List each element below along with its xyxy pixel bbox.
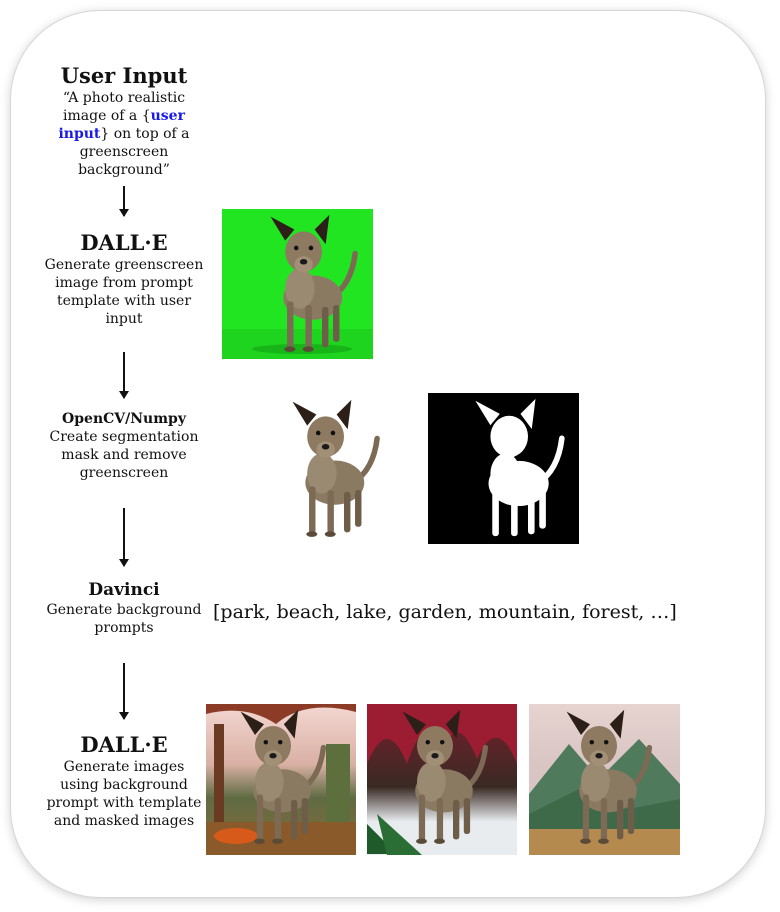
- final-image-plants: [367, 704, 517, 855]
- step-description: Create segmentation mask and remove gree…: [49, 429, 199, 481]
- flow-arrow: [119, 663, 129, 720]
- step-dalle-final: DALL·E Generate images using background …: [44, 732, 204, 830]
- greenscreen-image: [222, 209, 373, 359]
- step-description: Generate background prompts: [46, 602, 202, 636]
- step-title: OpenCV/Numpy: [62, 411, 186, 427]
- step-user-input: User Input “A photo realistic image of a…: [44, 63, 204, 179]
- step-description: Generate greenscreen image from prompt t…: [44, 257, 204, 327]
- dog-cutout-image: [272, 395, 382, 545]
- step-title: User Input: [60, 63, 188, 88]
- background-prompts-list: [park, beach, lake, garden, mountain, fo…: [213, 601, 677, 623]
- step-dalle-greenscreen: DALL·E Generate greenscreen image from p…: [44, 230, 204, 328]
- step-title: DALL·E: [80, 732, 168, 757]
- step-title: DALL·E: [80, 230, 168, 255]
- step-opencv: OpenCV/Numpy Create segmentation mask an…: [44, 410, 204, 482]
- step-davinci: Davinci Generate background prompts: [44, 579, 204, 637]
- step-description: “A photo realistic image of a {user inpu…: [58, 90, 190, 178]
- user-input-highlight: user input: [58, 108, 185, 142]
- final-image-mountain: [529, 704, 680, 855]
- flow-arrow: [119, 352, 129, 399]
- step-title: Davinci: [88, 580, 160, 600]
- final-image-park: [206, 704, 356, 855]
- segmentation-mask-image: [428, 393, 579, 544]
- flow-arrow: [119, 186, 129, 217]
- flow-arrow: [119, 508, 129, 567]
- step-description: Generate images using background prompt …: [46, 759, 202, 829]
